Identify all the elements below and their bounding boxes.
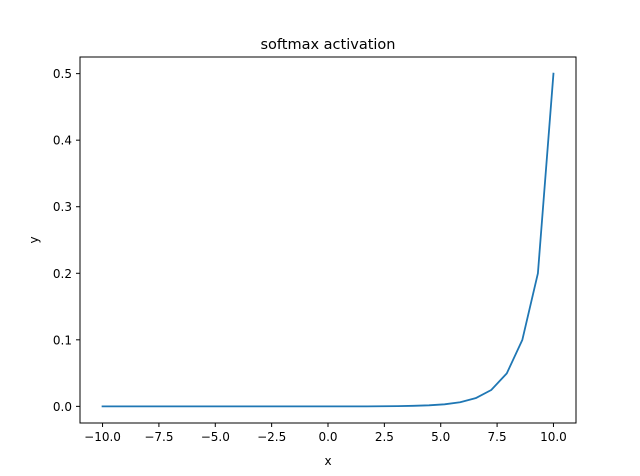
x-tick-label: −5.0: [201, 430, 230, 444]
y-tick-label: 0.0: [53, 400, 72, 414]
x-axis-label: x: [324, 454, 331, 468]
y-tick-label: 0.3: [53, 200, 72, 214]
y-tick-label: 0.4: [53, 134, 72, 148]
x-tick-label: 0.0: [318, 430, 337, 444]
chart-title: softmax activation: [261, 37, 396, 53]
x-tick-label: 5.0: [431, 430, 450, 444]
plot-frame: [79, 56, 577, 424]
x-tick-label: 7.5: [488, 430, 507, 444]
plot-area: −10.0 −7.5 −5.0 −2.5 0.0 2.5 5.0 7.5 10.0 0.0 0.1 0…: [53, 56, 577, 444]
x-tick-label: −10.0: [84, 430, 121, 444]
x-tick-label: 10.0: [540, 430, 567, 444]
x-tick-label: −7.5: [144, 430, 173, 444]
x-tick-label: −2.5: [257, 430, 286, 444]
y-tick-label: 0.2: [53, 267, 72, 281]
y-tick-label: 0.1: [53, 333, 72, 347]
series-line-0: [101, 72, 555, 408]
y-axis-label: y: [27, 236, 41, 243]
y-tick-label: 0.5: [53, 67, 72, 81]
x-tick-label: 2.5: [375, 430, 394, 444]
